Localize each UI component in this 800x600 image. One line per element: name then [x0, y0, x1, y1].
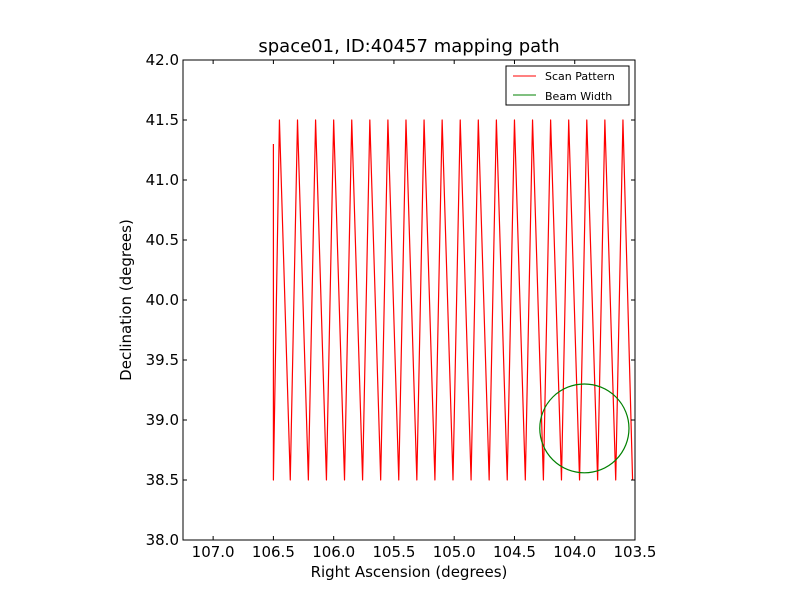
- y-tick-label: 41.5: [146, 111, 179, 129]
- y-tick-label: 42.0: [146, 51, 179, 69]
- y-axis-label: Declination (degrees): [117, 219, 135, 381]
- x-tick-label: 105.0: [433, 543, 476, 561]
- legend-box: [505, 65, 630, 106]
- x-tick-label: 104.0: [553, 543, 596, 561]
- y-tick-label: 41.0: [146, 171, 179, 189]
- x-axis-ticks: 107.0 106.5 106.0 105.5 105.0 104.5 104.0 103.5: [192, 60, 657, 561]
- legend[interactable]: Scan Pattern Beam Width: [505, 65, 630, 106]
- y-tick-label: 40.5: [146, 231, 179, 249]
- chart-title: space01, ID:40457 mapping path: [258, 36, 559, 57]
- x-tick-label: 106.5: [252, 543, 295, 561]
- y-tick-label: 38.5: [146, 471, 179, 489]
- scan-pattern-line: [272, 119, 634, 481]
- x-axis-label: Right Ascension (degrees): [311, 563, 508, 581]
- x-tick-label: 106.0: [312, 543, 355, 561]
- plot-area: [182, 59, 636, 541]
- legend-label-beam-width: Beam Width: [545, 90, 612, 103]
- y-axis-ticks: 38.0 38.5 39.0 39.5 40.0 40.5 41.0 41.5 42.0: [146, 51, 635, 549]
- series-layer: [272, 119, 634, 481]
- beam-width-circle: [539, 383, 630, 474]
- y-tick-label: 40.0: [146, 291, 179, 309]
- y-tick-label: 39.5: [146, 351, 179, 369]
- y-tick-label: 38.0: [146, 531, 179, 549]
- y-tick-label: 39.0: [146, 411, 179, 429]
- x-tick-label: 105.5: [372, 543, 415, 561]
- legend-label-scan-pattern: Scan Pattern: [545, 70, 615, 83]
- x-tick-label: 107.0: [192, 543, 235, 561]
- x-tick-label: 103.5: [614, 543, 657, 561]
- x-tick-label: 104.5: [493, 543, 536, 561]
